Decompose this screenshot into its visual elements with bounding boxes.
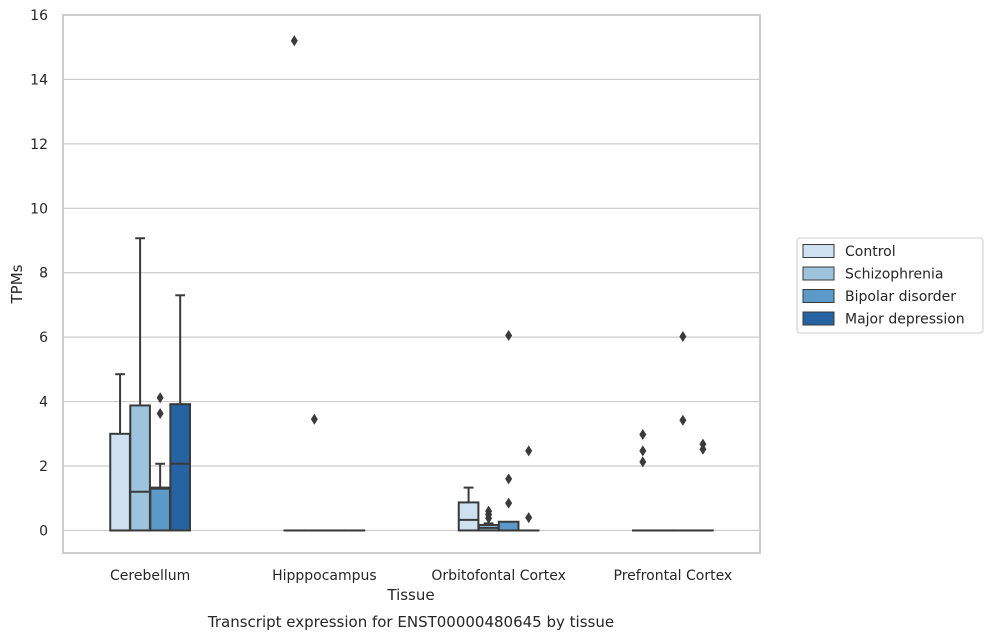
- x-axis-title: Tissue: [386, 586, 434, 604]
- y-tick-label: 16: [30, 8, 48, 24]
- y-tick-label: 10: [30, 201, 48, 217]
- y-tick-label: 8: [39, 266, 48, 282]
- box-0-1: [283, 35, 306, 532]
- y-axis-ticks: 0 2 4 6 8 10 12 14 16: [30, 8, 48, 539]
- legend-swatch: [802, 289, 835, 303]
- boxes: [109, 35, 714, 532]
- box-body: [149, 486, 171, 532]
- outlier-point: [505, 330, 513, 342]
- outlier-point: [290, 35, 298, 47]
- outlier-point: [639, 456, 647, 468]
- y-tick-label: 6: [39, 330, 48, 346]
- chart-caption: Transcript expression for ENST0000048064…: [207, 613, 614, 631]
- x-tick-label: Orbitofontal Cortex: [431, 568, 566, 584]
- legend-label: Schizophrenia: [845, 267, 943, 283]
- outlier-point: [156, 392, 164, 404]
- legend-swatch: [802, 244, 835, 258]
- box-0-0: [109, 373, 131, 532]
- box-body: [109, 432, 131, 532]
- legend-label: Control: [845, 244, 896, 260]
- y-tick-label: 4: [39, 395, 48, 411]
- box-2-0: [149, 392, 171, 532]
- box-body: [169, 403, 192, 532]
- box-2-2: [497, 330, 520, 532]
- plot-area-frame: [62, 14, 761, 554]
- box-2-3: [672, 331, 694, 532]
- x-tick-label: Hipppocampus: [272, 568, 377, 584]
- box-1-1: [303, 413, 326, 532]
- y-tick-label: 2: [39, 459, 48, 475]
- outlier-point: [505, 473, 513, 485]
- outlier-point: [485, 512, 493, 524]
- outlier-point: [679, 331, 687, 343]
- outlier-point: [505, 497, 513, 509]
- grid-lines: [63, 14, 760, 532]
- x-tick-label: Cerebellum: [110, 568, 190, 584]
- box-3-3: [692, 438, 714, 532]
- y-axis-title: TPMs: [8, 264, 26, 304]
- legend-label: Bipolar disorder: [845, 289, 956, 305]
- outlier-point: [639, 445, 647, 457]
- legend-label: Major depression: [845, 312, 965, 328]
- box-0-3: [631, 428, 654, 532]
- box-body: [497, 520, 520, 532]
- box-1-2: [477, 505, 500, 532]
- box-body: [457, 501, 480, 532]
- box-0-2: [457, 486, 480, 532]
- outlier-point: [310, 413, 318, 425]
- outlier-point: [156, 408, 164, 420]
- box-3-0: [169, 294, 192, 532]
- outlier-point: [699, 443, 707, 455]
- legend: Control Schizophrenia Bipolar disorder Majo…: [796, 237, 984, 334]
- outlier-point: [639, 428, 647, 440]
- box-3-2: [517, 445, 540, 532]
- y-tick-label: 14: [30, 72, 48, 88]
- outlier-point: [525, 512, 533, 524]
- legend-swatch: [802, 311, 835, 326]
- x-axis-ticks: Cerebellum Hipppocampus Orbitofontal Corte…: [110, 568, 732, 584]
- y-tick-label: 12: [30, 137, 48, 153]
- legend-swatch: [802, 266, 835, 281]
- box-1-0: [129, 237, 151, 532]
- legend-frame: [796, 237, 984, 334]
- outlier-point: [525, 445, 533, 457]
- box-body: [129, 404, 151, 532]
- x-tick-label: Prefrontal Cortex: [614, 568, 733, 584]
- outlier-point: [679, 414, 687, 426]
- y-tick-label: 0: [39, 523, 48, 539]
